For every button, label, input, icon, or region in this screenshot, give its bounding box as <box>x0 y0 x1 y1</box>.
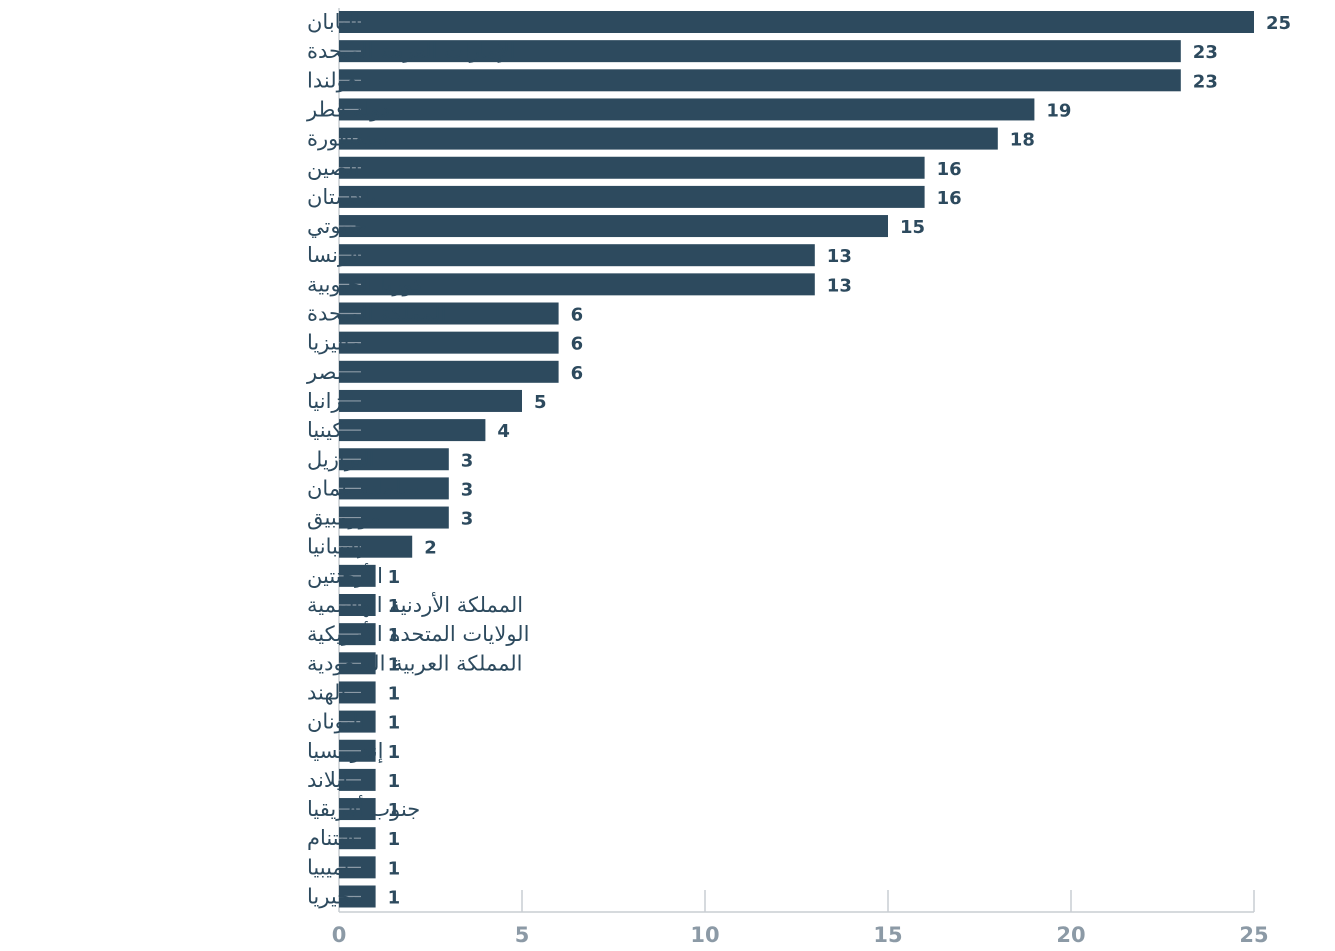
data-label: 1 <box>388 654 401 675</box>
category-label: الولايات المتحدة الأمريكية <box>307 621 529 646</box>
category-label: سنغافورة <box>307 127 390 151</box>
data-label: 25 <box>1266 13 1291 34</box>
data-label: 3 <box>461 479 474 500</box>
bar <box>339 98 1035 121</box>
category-label: فرنسا <box>307 243 360 267</box>
bar <box>339 448 449 471</box>
bar <box>339 506 449 529</box>
category-label: باكستان <box>307 185 376 209</box>
bar <box>339 419 486 442</box>
bar <box>339 535 413 558</box>
category-label: المملكة المتحدة <box>307 302 446 326</box>
bar <box>339 302 559 325</box>
bar <box>339 477 449 500</box>
data-label: 19 <box>1046 100 1071 121</box>
bar <box>339 69 1181 92</box>
value-labels: 25 23 23 19 18 16 16 15 13 13 6 6 6 5 4 3 3 3 2 1 1 1 1 1 1 1 1 1 1 1… <box>388 13 1291 909</box>
data-label: 3 <box>461 450 474 471</box>
data-label: 1 <box>388 713 401 734</box>
category-label: تنزانيا <box>307 389 355 413</box>
data-label: 16 <box>937 159 962 180</box>
bar <box>339 11 1254 33</box>
category-label: ماليزيا <box>307 331 361 355</box>
data-label: 13 <box>827 246 852 267</box>
category-label: اليابان <box>307 10 360 34</box>
x-tick-label: 20 <box>1056 923 1085 947</box>
category-label: دولة قطر <box>306 97 390 121</box>
category-label: جنوب أفريقيا <box>307 795 420 821</box>
category-label: جيبوتي <box>307 214 367 238</box>
category-label: إندونيسيا <box>307 739 384 764</box>
category-label: سلطنة عمان <box>307 476 420 500</box>
bar <box>339 185 925 208</box>
grid-lines <box>521 890 1255 912</box>
category-label: البرازيل <box>307 447 375 471</box>
category-label: الهند <box>307 680 346 704</box>
data-label: 1 <box>388 771 401 792</box>
data-label: 23 <box>1193 71 1218 92</box>
data-label: 13 <box>827 275 852 296</box>
x-tick-label: 10 <box>690 923 719 947</box>
data-label: 1 <box>388 596 401 617</box>
data-label: 2 <box>424 538 437 559</box>
data-label: 1 <box>388 829 401 850</box>
data-label: 15 <box>900 217 925 238</box>
category-label: تايلاند <box>307 768 355 792</box>
category-label: هولندا <box>307 68 359 92</box>
data-label: 1 <box>388 742 401 763</box>
data-label: 6 <box>571 363 584 384</box>
category-labels: اليابان الإمارات العربية المتحدة هولندا دول… <box>306 10 529 909</box>
bar <box>339 389 522 412</box>
bar <box>339 273 815 296</box>
category-label: كينيا <box>307 418 342 442</box>
bar <box>339 40 1181 63</box>
category-label: المملكة الأردنية الهاشمية <box>307 592 523 617</box>
x-tick-label: 15 <box>873 923 902 947</box>
data-label: 3 <box>461 509 474 530</box>
category-label: إسبانيا <box>307 535 362 560</box>
category-label: الأرجنتين <box>307 563 383 588</box>
data-label: 1 <box>388 800 401 821</box>
category-label: مصر <box>306 360 348 384</box>
data-label: 1 <box>388 858 401 879</box>
data-label: 1 <box>388 683 401 704</box>
x-tick-label: 25 <box>1239 923 1268 947</box>
category-label: نيجيريا <box>307 885 363 909</box>
bar <box>339 215 888 238</box>
category-label: الإمارات العربية المتحدة <box>307 39 515 63</box>
data-label: 1 <box>388 567 401 588</box>
x-tick-label: 5 <box>515 923 530 947</box>
category-label: فيتنام <box>307 826 355 850</box>
bar <box>339 127 998 150</box>
category-label: موزمبيق <box>307 506 381 530</box>
data-label: 5 <box>534 392 547 413</box>
category-label: اليونان <box>307 710 364 734</box>
bar <box>339 244 815 267</box>
data-label: 16 <box>937 188 962 209</box>
category-label: ناميبيا <box>307 855 356 879</box>
x-tick-label: 0 <box>332 923 347 947</box>
x-tick-labels: 0 5 10 15 20 25 <box>332 923 1269 947</box>
category-label: المملكة العربية السعودية <box>307 651 522 675</box>
category-label: الصين <box>307 156 360 180</box>
bar <box>339 156 925 179</box>
bar <box>339 331 559 354</box>
data-label: 4 <box>497 421 510 442</box>
data-label: 23 <box>1193 42 1218 63</box>
data-label: 1 <box>388 888 401 909</box>
bar <box>339 360 559 383</box>
data-label: 18 <box>1010 130 1035 151</box>
bars <box>339 11 1254 908</box>
category-label: كوريا الجنوبية <box>307 272 423 296</box>
data-label: 6 <box>571 334 584 355</box>
data-label: 1 <box>388 625 401 646</box>
data-label: 6 <box>571 305 584 326</box>
